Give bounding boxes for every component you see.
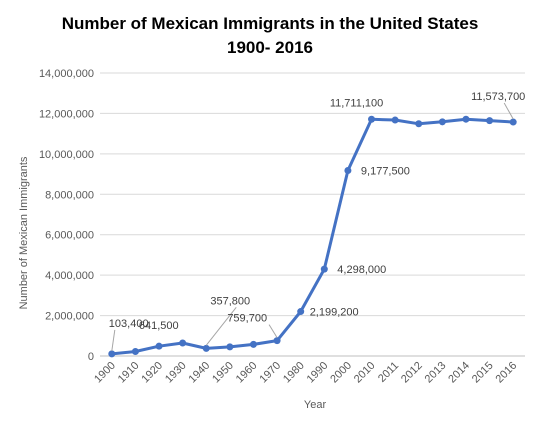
gridlines: [100, 72, 525, 357]
data-label: 2,199,200: [310, 307, 359, 319]
data-point: [226, 343, 234, 351]
y-axis-label: Number of Mexican Immigrants: [18, 156, 30, 309]
data-point: [131, 348, 139, 356]
y-tick-label: 12,000,000: [39, 108, 94, 120]
data-point: [108, 350, 116, 358]
x-axis-label: Year: [304, 399, 327, 411]
y-tick-label: 0: [88, 351, 94, 363]
chart-title: Number of Mexican Immigrants in the Unit…: [62, 14, 479, 33]
y-tick-label: 6,000,000: [45, 230, 94, 242]
data-point: [273, 337, 281, 345]
data-point: [509, 118, 517, 126]
y-tick-label: 4,000,000: [45, 270, 94, 282]
data-point: [368, 115, 376, 123]
data-point: [202, 344, 210, 352]
data-point: [462, 115, 470, 123]
data-label: 357,800: [210, 295, 250, 307]
data-label: 4,298,000: [337, 264, 386, 276]
series-group: [108, 115, 517, 358]
label-leader-line: [268, 324, 278, 338]
label-leader-line: [205, 307, 237, 346]
data-point: [155, 342, 163, 350]
chart-subtitle: 1900- 2016: [227, 38, 313, 57]
data-label: 9,177,500: [361, 165, 410, 177]
label-leader-line: [111, 329, 116, 351]
data-point: [344, 166, 352, 174]
label-leader-line: [503, 102, 514, 120]
y-tick-label: 8,000,000: [45, 189, 94, 201]
data-point: [486, 117, 494, 125]
data-label: 759,700: [227, 313, 267, 325]
data-point: [179, 339, 187, 347]
y-axis-ticks: 0 2,000,000 4,000,000 6,000,000 8,000,000 10,…: [39, 68, 94, 363]
data-point: [320, 265, 328, 273]
data-point: [391, 116, 399, 124]
data-label: 103,400: [109, 318, 149, 330]
series-line: [111, 117, 514, 356]
data-label: 11,711,100: [330, 97, 383, 109]
data-point: [415, 120, 423, 128]
data-point: [249, 340, 257, 348]
y-tick-label: 10,000,000: [39, 149, 94, 161]
y-tick-label: 2,000,000: [45, 311, 94, 323]
y-tick-label: 14,000,000: [39, 68, 94, 80]
data-label: 641,500: [139, 320, 179, 332]
data-point: [297, 308, 305, 316]
data-label: 11,573,700: [471, 91, 525, 103]
data-point: [438, 118, 446, 126]
